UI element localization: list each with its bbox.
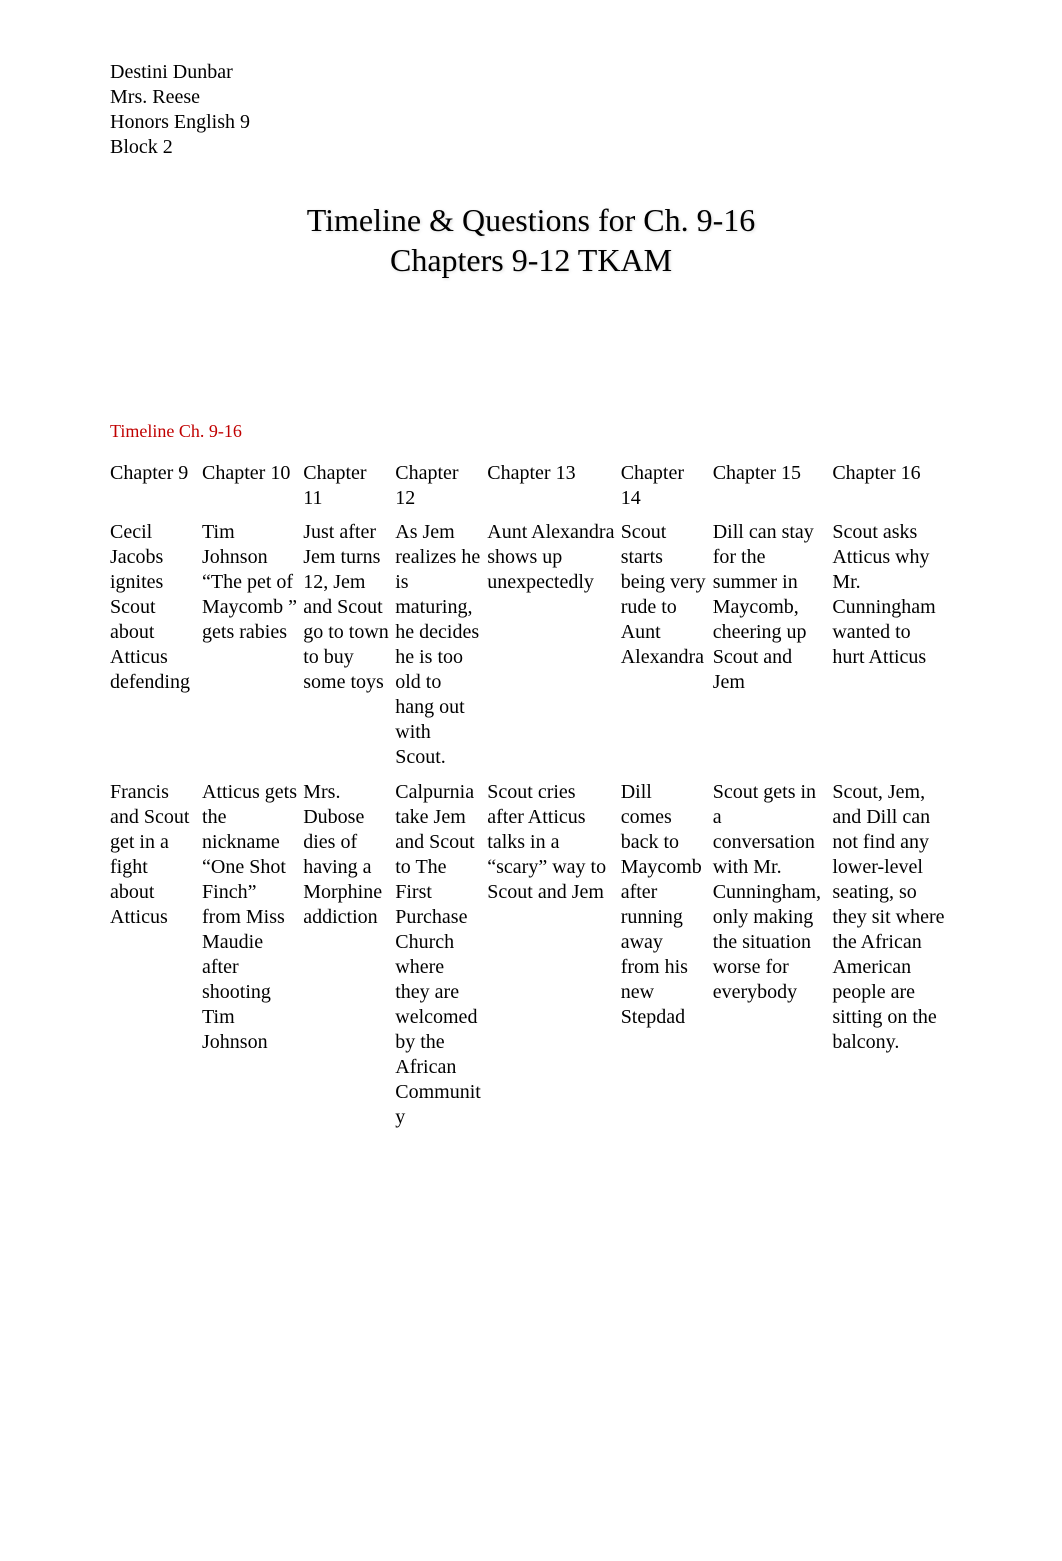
table-cell: Aunt Alexandra shows up unexpectedly (487, 517, 620, 773)
col-header: Chapter 16 (832, 458, 952, 517)
table-cell: Francis and Scout get in a fight about A… (110, 777, 202, 1133)
table-cell: Mrs. Dubose dies of having a Morphine ad… (303, 777, 395, 1133)
table-cell: Scout asks Atticus why Mr. Cunningham wa… (832, 517, 952, 773)
table-cell: Calpurnia take Jem and Scout to The Firs… (395, 777, 487, 1133)
col-header: Chapter 15 (713, 458, 833, 517)
table-cell: Cecil Jacobs ignites Scout about Atticus… (110, 517, 202, 773)
table-row: Francis and Scout get in a fight about A… (110, 777, 952, 1133)
table-cell: Scout gets in a conversation with Mr. Cu… (713, 777, 833, 1133)
table-row: Cecil Jacobs ignites Scout about Atticus… (110, 517, 952, 773)
col-header: Chapter 10 (202, 458, 303, 517)
table-header-row: Chapter 9 Chapter 10 Chapter 11 Chapter … (110, 458, 952, 517)
timeline-table: Chapter 9 Chapter 10 Chapter 11 Chapter … (110, 458, 952, 1133)
table-cell: Scout cries after Atticus talks in a “sc… (487, 777, 620, 1133)
table-cell: As Jem realizes he is maturing, he decid… (395, 517, 487, 773)
document-title: Timeline & Questions for Ch. 9-16 Chapte… (110, 200, 952, 280)
col-header: Chapter 12 (395, 458, 487, 517)
table-cell: Scout, Jem, and Dill can not find any lo… (832, 777, 952, 1133)
col-header: Chapter 11 (303, 458, 395, 517)
section-label: Timeline Ch. 9-16 (110, 420, 952, 443)
table-cell: Dill comes back to Maycomb after running… (621, 777, 713, 1133)
student-name: Destini Dunbar (110, 60, 952, 85)
class-name: Honors English 9 (110, 110, 952, 135)
col-header: Chapter 13 (487, 458, 620, 517)
document-header: Destini Dunbar Mrs. Reese Honors English… (110, 60, 952, 160)
col-header: Chapter 9 (110, 458, 202, 517)
table-cell: Atticus gets the nickname “One Shot Finc… (202, 777, 303, 1133)
table-cell: Scout starts being very rude to Aunt Ale… (621, 517, 713, 773)
title-line-2: Chapters 9-12 TKAM (110, 240, 952, 280)
table-cell: Tim Johnson “The pet of Maycomb ” gets r… (202, 517, 303, 773)
block-name: Block 2 (110, 135, 952, 160)
table-cell: Just after Jem turns 12, Jem and Scout g… (303, 517, 395, 773)
col-header: Chapter 14 (621, 458, 713, 517)
table-cell: Dill can stay for the summer in Maycomb,… (713, 517, 833, 773)
teacher-name: Mrs. Reese (110, 85, 952, 110)
title-line-1: Timeline & Questions for Ch. 9-16 (110, 200, 952, 240)
